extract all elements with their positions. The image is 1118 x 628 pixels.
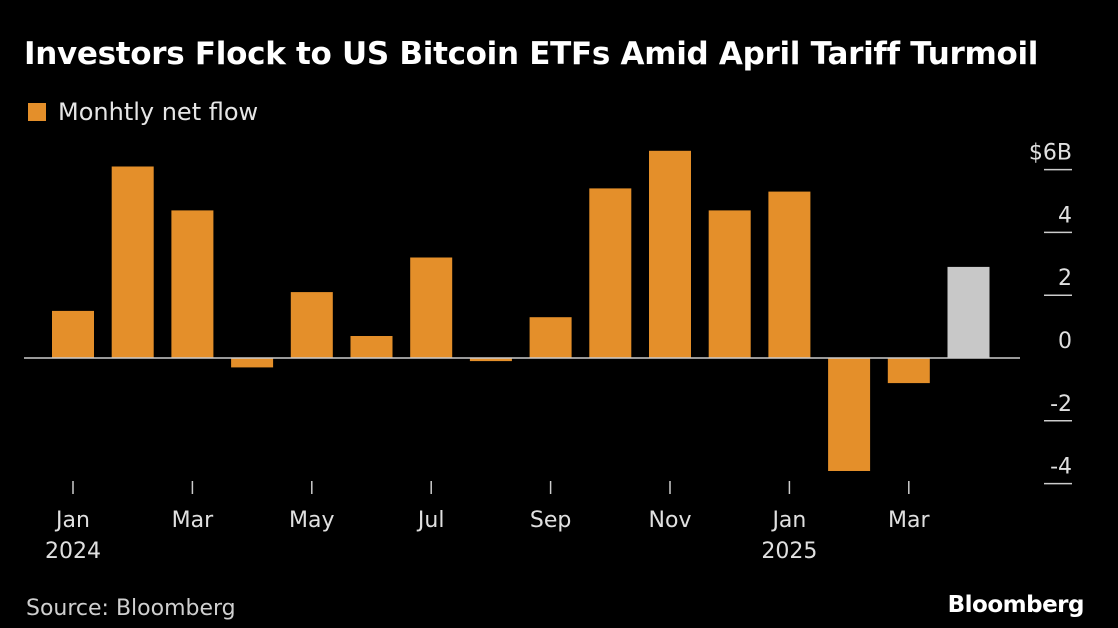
chart-title: Investors Flock to US Bitcoin ETFs Amid … — [24, 36, 1039, 72]
bar-10 — [649, 150, 691, 358]
y-tick-label-0: $6B — [1029, 141, 1072, 166]
bar-12 — [768, 191, 811, 358]
legend-swatch — [28, 103, 46, 121]
x-tick-label-2: May — [289, 508, 334, 533]
bar-0 — [52, 310, 94, 358]
y-tick-label-4: -2 — [1050, 392, 1072, 417]
y-tick-label-1: 4 — [1058, 203, 1072, 228]
x-tick-label-4: Sep — [530, 508, 571, 533]
y-tick-label-3: 0 — [1058, 329, 1072, 354]
bar-5 — [350, 336, 393, 358]
x-tick-sublabel-0: 2024 — [45, 539, 101, 564]
x-tick-sublabel-6: 2025 — [761, 539, 817, 564]
bar-2 — [171, 210, 214, 358]
bar-3 — [231, 358, 274, 368]
x-tick-label-3: Jul — [416, 508, 445, 533]
x-tick-label-5: Nov — [649, 508, 692, 533]
y-tick-label-2: 2 — [1058, 266, 1072, 291]
bar-4 — [290, 292, 333, 358]
bar-15 — [947, 266, 990, 358]
bar-7 — [469, 358, 512, 362]
bar-11 — [708, 210, 751, 358]
bar-chart: $6B 4 2 0 -2 -4 Jan 2024 Mar May Jul Sep Nov Jan 2025 M… — [24, 141, 1072, 564]
bar-14 — [887, 358, 930, 384]
source-note: Source: Bloomberg — [26, 596, 236, 621]
legend: Monhtly net flow — [28, 98, 258, 126]
legend-label: Monhtly net flow — [58, 98, 259, 126]
bloomberg-logo: Bloomberg — [947, 592, 1085, 618]
x-tick-label-7: Mar — [888, 508, 930, 533]
x-tick-label-1: Mar — [172, 508, 214, 533]
bar-9 — [589, 188, 632, 358]
x-tick-label-6: Jan — [770, 508, 806, 533]
bar-1 — [111, 166, 154, 358]
bar-6 — [410, 257, 453, 358]
y-tick-label-5: -4 — [1050, 455, 1072, 480]
bar-8 — [529, 317, 572, 358]
bar-13 — [828, 358, 871, 471]
x-tick-label-0: Jan — [54, 508, 90, 533]
